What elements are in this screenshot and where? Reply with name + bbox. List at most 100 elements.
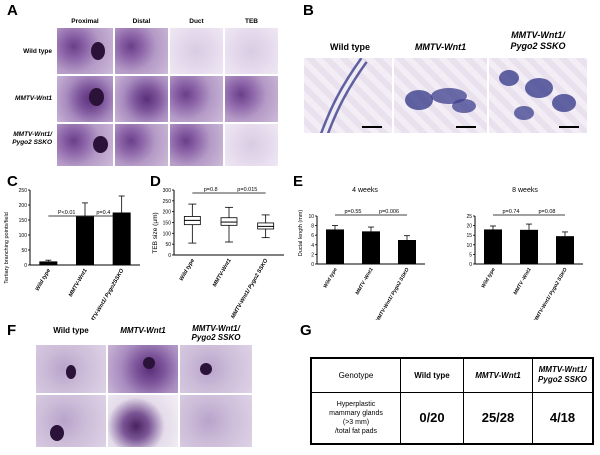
- x-tick-label: MMTV-Wnt1/ Pygo2 SSKO: [533, 267, 569, 320]
- value-mmtv-wnt1: 25/28: [463, 391, 533, 445]
- y-tick-label: 6: [311, 233, 314, 239]
- panel-f-header-mmtv-wnt1: MMTV-Wnt1: [107, 326, 179, 335]
- col-header-proximal: Proximal: [71, 18, 99, 25]
- image-wnt1-proximal: [56, 75, 114, 123]
- image-wt-distal: [114, 27, 169, 75]
- image-wt-duct: [169, 27, 224, 75]
- lymph-node: [91, 42, 105, 60]
- duct-drawing: [499, 70, 576, 120]
- y-axis-label: Tertiary branching points/field: [4, 212, 10, 284]
- bar: [556, 236, 574, 264]
- lymph-node: [93, 136, 108, 153]
- y-tick-label: 250: [163, 199, 172, 205]
- plot-area-8-weeks: 0 5 10 15 20 25 Wild type MMTV -Wnt1 MMTV-Wnt1/ …: [466, 209, 583, 320]
- panel-b-header-wild-type: Wild type: [310, 42, 390, 52]
- whole-mount-wnt1-2: [107, 394, 179, 448]
- y-tick-label: 4: [311, 243, 314, 249]
- image-wnt1-distal: [114, 75, 169, 123]
- panel-f-header-ssko: MMTV-Wnt1/ Pygo2 SSKO: [179, 324, 253, 342]
- y-tick-label: 100: [163, 231, 172, 237]
- significance-label: P<0.01: [58, 210, 76, 216]
- y-tick-label: 50: [165, 242, 171, 248]
- y-tick-label: 0: [24, 263, 27, 269]
- y-tick-label: 0: [469, 262, 472, 268]
- y-tick-label: 10: [308, 214, 314, 220]
- whole-mount-wt-1: [35, 344, 107, 394]
- y-tick-label: 0: [311, 262, 314, 268]
- duct-drawing: [319, 58, 368, 133]
- y-tick-label: 8: [311, 224, 314, 230]
- panel-b-header-mmtv-wnt1: MMTV-Wnt1: [393, 42, 488, 52]
- y-tick-label: 100: [19, 233, 28, 239]
- significance-label: p=0.015: [237, 187, 257, 193]
- bar: [112, 212, 131, 265]
- x-tick-label: MMTV -Wnt1: [513, 267, 533, 296]
- y-tick-label: 150: [19, 218, 28, 224]
- significance-label: p=0.8: [204, 187, 218, 193]
- header-ssko: MMTV-Wnt1/ Pygo2 SSKO: [532, 357, 594, 393]
- bar: [484, 229, 502, 264]
- y-tick-label: 25: [466, 214, 472, 220]
- panel-f-header-wild-type: Wild type: [35, 326, 107, 335]
- panel-b-header-ssko: MMTV-Wnt1/ Pygo2 SSKO: [488, 30, 588, 52]
- whole-mount-wnt1-1: [107, 344, 179, 394]
- image-ssko-distal: [114, 123, 169, 167]
- header-wild-type: Wild type: [400, 357, 464, 393]
- value-ssko: 4/18: [532, 391, 594, 445]
- header-line: MMTV-Wnt1/: [511, 30, 565, 40]
- plot-area-4-weeks: 0 2 4 6 8 10 Wild type MMTV -Wnt1 MMTV-Wnt1/ Pyg…: [308, 209, 425, 320]
- x-tick-label: MMTV-Wnt1: [212, 258, 233, 288]
- x-tick-label: Wild type: [480, 267, 496, 289]
- significance-label: p=0.55: [345, 209, 362, 215]
- y-tick-label: 10: [466, 243, 472, 249]
- row-header-ssko: MMTV-Wnt1/ Pygo2 SSKO: [2, 131, 52, 147]
- scale-bar: [456, 126, 476, 128]
- significance-label: p=0.006: [379, 209, 399, 215]
- scale-bar: [362, 126, 382, 128]
- panel-label-c: C: [7, 173, 18, 190]
- panel-label-f: F: [7, 322, 17, 339]
- header-line: MMTV-Wnt1/: [192, 324, 240, 333]
- image-ssko-teb: [224, 123, 279, 167]
- col-header-distal: Distal: [132, 18, 151, 25]
- x-tick-label: Wild type: [322, 267, 338, 289]
- y-tick-label: 150: [163, 221, 172, 227]
- y-tick-label: 200: [163, 210, 172, 216]
- lymph-node: [50, 425, 64, 441]
- y-tick-label: 250: [19, 188, 28, 194]
- table-row: Hyperplastic mammary glands (>3 mm) /tot…: [310, 391, 594, 445]
- histology-wild-type: [303, 57, 393, 134]
- image-wt-proximal: [56, 27, 114, 75]
- col-header-teb: TEB: [245, 18, 258, 25]
- x-tick-label: MMTV-Wnt1/ Pygo2 SSKO: [375, 267, 411, 320]
- duct-drawing: [405, 88, 476, 113]
- row-header-wild-type: Wild type: [2, 48, 52, 56]
- histology-mmtv-wnt1: [393, 57, 488, 134]
- lymph-node: [66, 365, 76, 379]
- y-tick-label: 2: [311, 252, 314, 258]
- row-label-line: mammary glands: [329, 409, 383, 417]
- panel-label-b: B: [303, 2, 314, 19]
- y-tick-label: 200: [19, 203, 28, 209]
- image-wnt1-duct: [169, 75, 224, 123]
- chart-e: Ductal length (mm) 4 weeks 8 weeks 0 2 4 6 8…: [298, 187, 583, 320]
- bar: [520, 229, 538, 264]
- x-tick-label: MMTV-Wnt1: [68, 268, 89, 298]
- scale-bar: [559, 126, 579, 128]
- significance-label: p=0.08: [539, 209, 556, 215]
- row-label-line: Hyperplastic: [336, 400, 376, 408]
- y-axis-label: Ductal length (mm): [298, 210, 304, 257]
- panel-g-table: Genotype Wild type MMTV-Wnt1 MMTV-Wnt1/ …: [310, 357, 594, 445]
- row-header-line: MMTV-Wnt1/: [13, 131, 52, 138]
- value-wild-type: 0/20: [400, 391, 464, 445]
- header-genotype: Genotype: [310, 357, 401, 393]
- y-tick-label: 50: [21, 248, 27, 254]
- y-tick-label: 5: [469, 252, 472, 258]
- x-tick-label: Wild type: [35, 268, 52, 292]
- header-line: Pygo2 SSKO: [538, 375, 587, 385]
- y-tick-label: 20: [466, 224, 472, 230]
- image-wt-teb: [224, 27, 279, 75]
- chart-title-4-weeks: 4 weeks: [352, 187, 378, 194]
- header-mmtv-wnt1: MMTV-Wnt1: [463, 357, 533, 393]
- bar: [362, 231, 380, 264]
